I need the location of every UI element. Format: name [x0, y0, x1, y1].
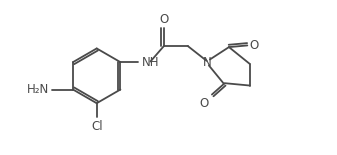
- Text: O: O: [159, 13, 168, 26]
- Text: N: N: [203, 56, 212, 69]
- Text: H₂N: H₂N: [27, 83, 49, 96]
- Text: Cl: Cl: [91, 120, 102, 133]
- Text: NH: NH: [142, 56, 160, 69]
- Text: O: O: [249, 39, 258, 52]
- Text: O: O: [200, 97, 209, 110]
